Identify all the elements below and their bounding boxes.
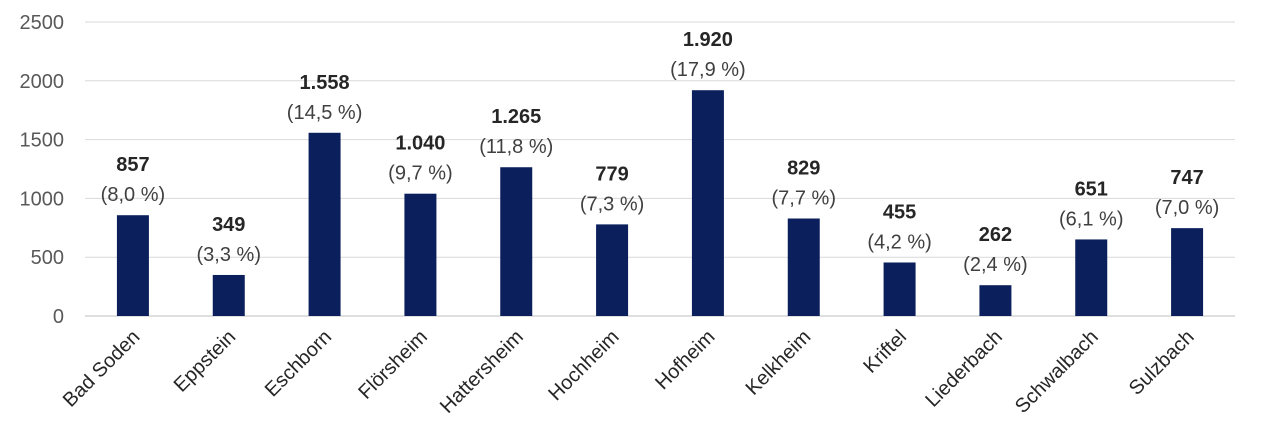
bar-percent-label: (17,9 %) (670, 59, 746, 81)
bar-value-label: 651 (1075, 178, 1108, 200)
bar-percent-label: (11,8 %) (479, 136, 553, 158)
bar (1075, 239, 1108, 316)
x-category-label: Bad Soden (59, 326, 145, 412)
y-tick-label: 1500 (20, 130, 65, 152)
bar (596, 224, 629, 316)
bar-value-label: 1.265 (491, 106, 541, 128)
x-category-label: Eschborn (261, 326, 336, 401)
y-tick-label: 2500 (20, 12, 65, 34)
y-tick-label: 0 (53, 306, 64, 328)
bar-percent-label: (4,2 %) (867, 231, 931, 253)
bar-value-label: 1.040 (395, 133, 445, 155)
bar-percent-label: (7,0 %) (1155, 197, 1219, 219)
bar-percent-label: (7,7 %) (772, 188, 836, 210)
bar (787, 218, 820, 316)
x-category-label: Sulzbach (1125, 326, 1199, 400)
bar (308, 132, 341, 316)
bar-value-label: 779 (595, 163, 628, 185)
gridlines (85, 21, 1235, 317)
y-tick-label: 500 (31, 247, 64, 269)
bar-value-label: 829 (787, 158, 820, 180)
x-category-label: Hattersheim (436, 326, 528, 418)
bar-percent-label: (3,3 %) (197, 244, 261, 266)
bar-value-label: 747 (1170, 167, 1203, 189)
bar (883, 262, 916, 316)
bar-percent-label: (7,3 %) (580, 193, 644, 215)
y-axis-tick-labels: 0 500 1000 1500 2000 2500 (20, 12, 65, 328)
x-category-label: Kelkheim (742, 326, 816, 400)
bar-value-label: 1.558 (300, 72, 350, 94)
bar-percent-label: (9,7 %) (388, 163, 452, 185)
bar-percent-label: (14,5 %) (287, 102, 363, 124)
x-category-label: Kriftel (859, 326, 911, 378)
bar (404, 193, 437, 316)
x-category-label: Hofheim (651, 326, 719, 394)
bar-value-label: 455 (883, 201, 916, 223)
x-category-label: Schwalbach (1011, 326, 1103, 418)
data-labels: 857 (8,0 %) 349 (3,3 %) 1.558 (14,5 %) 1.040 (9… (101, 29, 1220, 276)
bar (979, 285, 1012, 316)
x-category-label: Eppstein (170, 326, 241, 397)
bar (1171, 228, 1204, 316)
x-category-label: Flörsheim (354, 326, 432, 404)
bar (212, 274, 245, 316)
bar-value-label: 857 (116, 154, 149, 176)
bar-value-label: 1.920 (683, 29, 733, 51)
x-category-label: Hochheim (544, 326, 623, 405)
bar-percent-label: (2,4 %) (963, 254, 1027, 276)
x-axis-category-labels: Bad Soden Eppstein Eschborn Flörsheim Hatter… (59, 326, 1199, 418)
bar-percent-label: (6,1 %) (1059, 208, 1123, 230)
bar (116, 215, 149, 316)
bar-value-label: 349 (212, 214, 245, 236)
bar-percent-label: (8,0 %) (101, 184, 165, 206)
bar-value-label: 262 (979, 224, 1012, 246)
bar (500, 167, 533, 316)
bar (691, 90, 724, 316)
y-tick-label: 2000 (20, 71, 65, 93)
x-category-label: Liederbach (921, 326, 1007, 412)
y-tick-label: 1000 (20, 188, 65, 210)
bars (116, 90, 1204, 316)
